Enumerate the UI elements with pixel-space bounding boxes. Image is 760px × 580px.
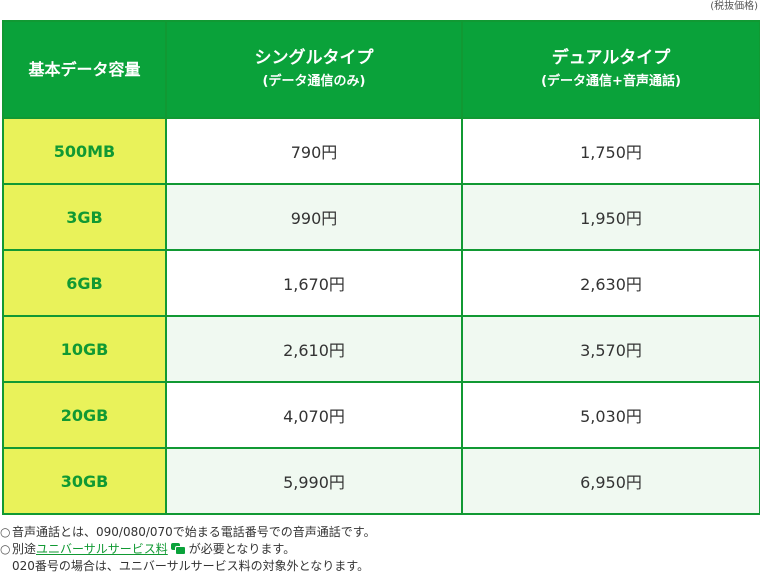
- capacity-cell: 30GB: [2, 447, 167, 515]
- capacity-cell: 500MB: [2, 117, 167, 185]
- header-capacity: 基本データ容量: [2, 20, 167, 119]
- single-type-title: シングルタイプ: [254, 47, 374, 68]
- dual-type-title: デュアルタイプ: [551, 47, 671, 68]
- note-prefix: 別途: [12, 542, 37, 556]
- dual-price-cell: 5,030円: [461, 381, 760, 449]
- capacity-cell: 6GB: [2, 249, 167, 317]
- dual-price-cell: 3,570円: [461, 315, 760, 383]
- single-price-cell: 990円: [165, 183, 463, 251]
- single-type-subtitle: (データ通信のみ): [262, 73, 366, 89]
- capacity-cell: 10GB: [2, 315, 167, 383]
- single-price-cell: 2,610円: [165, 315, 463, 383]
- header-single-type: シングルタイプ (データ通信のみ): [165, 20, 463, 119]
- tax-note: (税抜価格): [710, 1, 758, 12]
- dual-type-subtitle: (データ通信+音声通話): [541, 73, 681, 89]
- table-row: 3GB 990円 1,950円: [2, 183, 760, 251]
- single-price-cell: 4,070円: [165, 381, 463, 449]
- note-suffix: が必要となります。: [188, 542, 296, 556]
- header-row: 基本データ容量 シングルタイプ (データ通信のみ) デュアルタイプ (データ通信…: [2, 20, 760, 119]
- single-price-cell: 790円: [165, 117, 463, 185]
- table-row: 30GB 5,990円 6,950円: [2, 447, 760, 515]
- bullet-circle: ○: [0, 542, 11, 556]
- dual-price-cell: 2,630円: [461, 249, 760, 317]
- notes: ○ 音声通話とは、090/080/070で始まる電話番号での音声通話です。 ○ 別途…: [0, 524, 376, 575]
- header-dual-type: デュアルタイプ (データ通信+音声通話): [461, 20, 760, 119]
- single-price-cell: 5,990円: [165, 447, 463, 515]
- single-price-cell: 1,670円: [165, 249, 463, 317]
- capacity-cell: 3GB: [2, 183, 167, 251]
- dual-price-cell: 1,950円: [461, 183, 760, 251]
- price-table: 基本データ容量 シングルタイプ (データ通信のみ) デュアルタイプ (データ通信…: [2, 20, 760, 515]
- table-row: 500MB 790円 1,750円: [2, 117, 760, 185]
- note-voice-call-text: 音声通話とは、090/080/070で始まる電話番号での音声通話です。: [12, 525, 376, 539]
- dual-price-cell: 6,950円: [461, 447, 760, 515]
- note-020-number: 020番号の場合は、ユニバーサルサービス料の対象外となります。: [12, 559, 370, 573]
- capacity-cell: 20GB: [2, 381, 167, 449]
- external-window-icon[interactable]: [170, 543, 186, 555]
- table-row: 6GB 1,670円 2,630円: [2, 249, 760, 317]
- table-row: 10GB 2,610円 3,570円: [2, 315, 760, 383]
- note-voice-call: ○ 音声通話とは、090/080/070で始まる電話番号での音声通話です。: [0, 524, 376, 541]
- note-universal-fee: ○ 別途ユニバーサルサービス料 が必要となります。: [0, 541, 376, 558]
- universal-service-fee-link[interactable]: ユニバーサルサービス料: [36, 542, 168, 556]
- dual-price-cell: 1,750円: [461, 117, 760, 185]
- bullet-circle: ○: [0, 525, 11, 539]
- table-row: 20GB 4,070円 5,030円: [2, 381, 760, 449]
